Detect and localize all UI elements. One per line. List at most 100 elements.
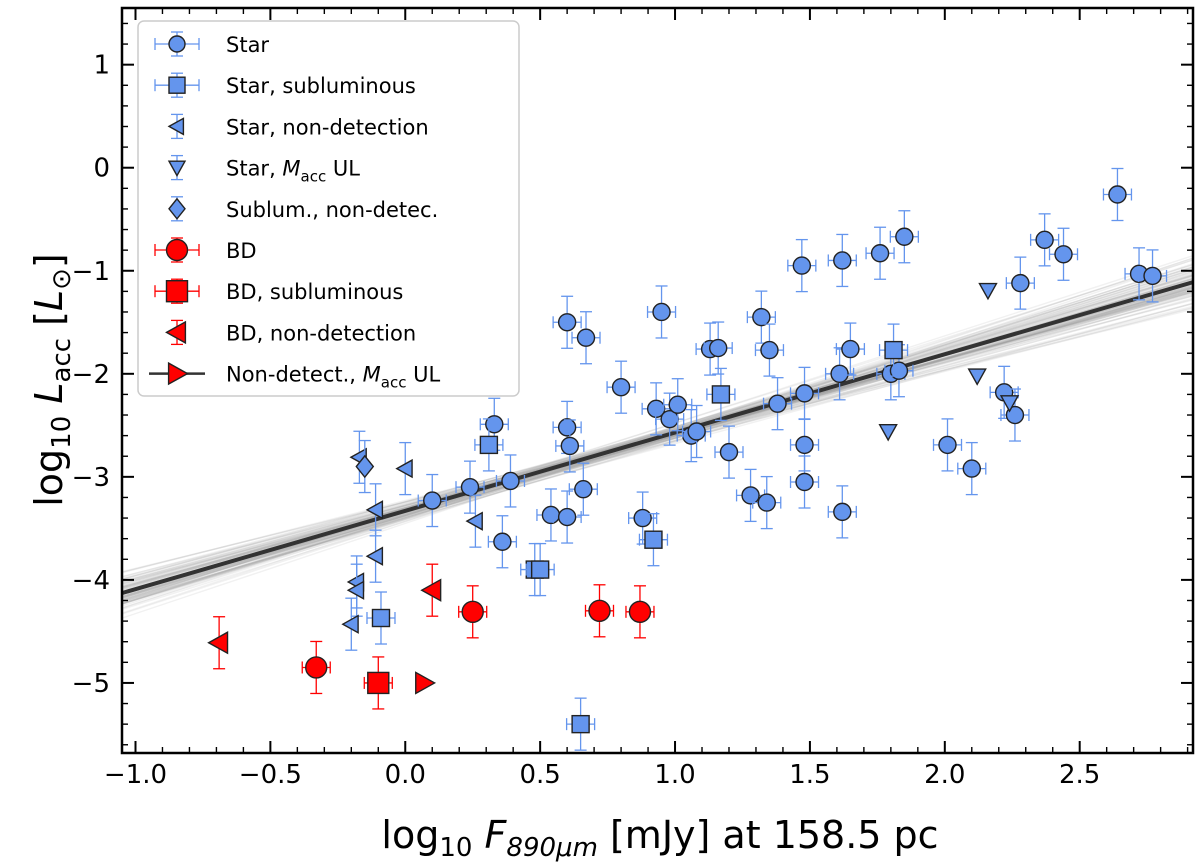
posterior-fit-line <box>122 266 1193 602</box>
data-point <box>365 546 384 566</box>
data-point <box>479 435 499 455</box>
legend-label: Star, Macc UL <box>226 157 360 186</box>
posterior-fit-line <box>122 289 1193 598</box>
data-point <box>999 395 1020 413</box>
posterior-fit-line <box>122 263 1193 601</box>
y-tick-label: −1 <box>72 257 110 287</box>
x-tick-label: 1.0 <box>654 760 695 790</box>
data-point <box>978 282 998 301</box>
y-axis-title: log10 Lacc [L⊙] <box>27 253 77 507</box>
data-point <box>711 385 731 404</box>
legend-marker <box>167 361 189 386</box>
data-point <box>423 491 442 510</box>
series-bd <box>301 584 655 695</box>
x-tick-label: 0.0 <box>385 760 426 790</box>
posterior-fit-line <box>122 283 1193 603</box>
data-point <box>557 507 577 527</box>
data-points-layer <box>207 167 1168 751</box>
legend-label-m: M <box>282 157 300 181</box>
data-point <box>1054 245 1073 264</box>
x-tick-label: 2.0 <box>924 760 965 790</box>
data-point <box>760 340 779 360</box>
x-tick-label: −1.0 <box>104 760 167 790</box>
data-point <box>465 511 483 531</box>
legend-label: Non-detect., Macc UL <box>226 363 441 392</box>
legend-label: Star, non-detection <box>226 115 429 139</box>
posterior-fit-line <box>122 286 1193 602</box>
data-point <box>395 458 413 479</box>
data-point <box>365 500 384 520</box>
data-point <box>341 614 359 634</box>
data-point <box>833 251 852 270</box>
legend-label: Star <box>226 33 269 57</box>
series-sublum-non-detec- <box>355 439 375 494</box>
legend-item: Star <box>154 31 269 57</box>
posterior-fit-line <box>122 308 1193 573</box>
posterior-fit-line <box>122 306 1193 578</box>
data-point <box>541 505 561 525</box>
posterior-fit-line <box>122 291 1193 596</box>
legend: Star Star, subluminous Star, non-detection… <box>137 20 520 397</box>
data-point <box>841 339 860 359</box>
x-tick-label: −0.5 <box>239 760 302 790</box>
data-point <box>644 530 663 549</box>
data-point <box>1108 185 1127 204</box>
legend-label-sub: acc <box>381 374 407 392</box>
data-point <box>1035 230 1054 250</box>
data-point <box>708 338 728 358</box>
fit-lines-layer <box>122 255 1193 619</box>
data-point <box>305 656 328 679</box>
data-point <box>687 422 706 441</box>
data-point <box>460 477 480 497</box>
data-point <box>792 256 812 275</box>
series-bd-non-detection <box>207 563 442 670</box>
data-point <box>207 631 229 655</box>
legend-label-suffix: UL <box>406 363 440 387</box>
posterior-fit-line <box>122 287 1193 580</box>
x-tick-label: 2.5 <box>1059 760 1100 790</box>
posterior-fit-line <box>122 287 1193 605</box>
legend-marker <box>165 320 187 345</box>
data-point <box>962 459 981 478</box>
data-point <box>355 454 375 479</box>
legend-label-prefix: Non-detect., <box>226 363 363 387</box>
legend-marker <box>167 160 187 178</box>
posterior-fit-line <box>122 255 1193 603</box>
legend-marker <box>168 197 186 220</box>
posterior-fit-line <box>122 294 1193 586</box>
data-point <box>795 384 814 403</box>
data-point <box>1005 405 1025 425</box>
posterior-fit-line <box>122 295 1193 585</box>
data-point <box>938 435 957 455</box>
data-point <box>889 361 909 380</box>
data-point <box>574 480 593 499</box>
data-point <box>884 340 903 360</box>
data-point <box>757 493 776 512</box>
data-point <box>870 244 890 263</box>
posterior-fit-line <box>122 298 1193 587</box>
data-point <box>485 415 504 434</box>
data-point <box>367 671 390 695</box>
legend-label: BD, non-detection <box>226 321 416 345</box>
data-point <box>895 227 914 246</box>
data-point <box>1143 266 1162 286</box>
legend-label: BD, subluminous <box>226 280 403 304</box>
x-axis-title: log10 F890μm [mJy] at 158.5 pc <box>381 813 938 863</box>
data-point <box>576 328 596 347</box>
plot-frame <box>120 6 1195 755</box>
posterior-fit-line <box>122 257 1193 609</box>
legend-marker <box>168 35 186 53</box>
legend-item: BD <box>154 237 257 263</box>
legend-item: BD, non-detection <box>165 319 416 345</box>
legend-label: Star, subluminous <box>226 74 416 98</box>
data-point <box>668 395 687 414</box>
posterior-fit-line <box>122 266 1193 605</box>
data-point <box>752 307 771 327</box>
x-tick-label: 0.5 <box>519 760 560 790</box>
posterior-fit-line <box>122 272 1193 592</box>
data-point <box>1011 273 1030 293</box>
legend-label: BD <box>226 239 257 263</box>
data-point <box>346 580 365 600</box>
series-star-subluminous <box>366 323 909 751</box>
